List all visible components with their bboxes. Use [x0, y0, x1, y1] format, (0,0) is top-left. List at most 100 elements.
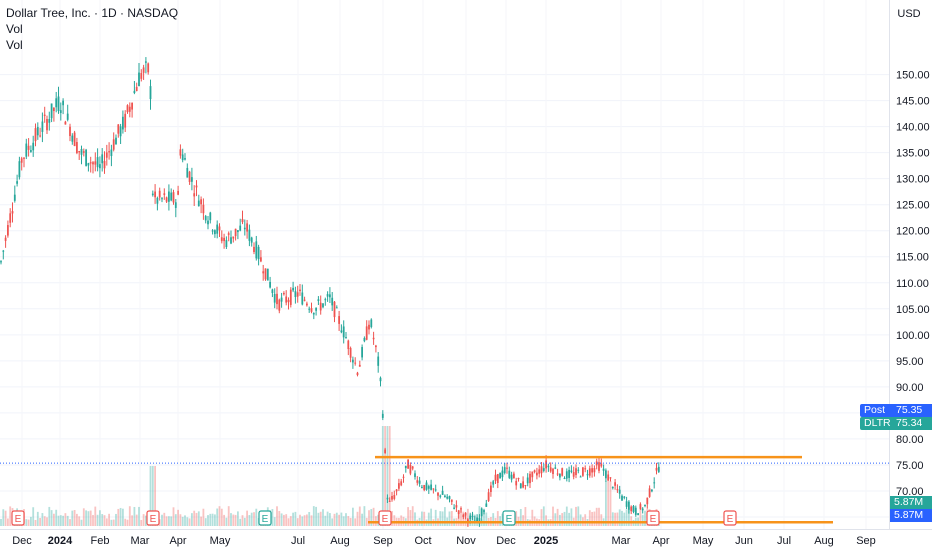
candle-body — [218, 226, 221, 231]
x-tick-label: 2024 — [48, 535, 73, 547]
symbol-title[interactable]: Dollar Tree, Inc. · 1D · NASDAQ — [6, 6, 179, 20]
candle-body — [179, 149, 182, 156]
volume-bar — [368, 510, 370, 526]
volume-bar — [400, 515, 403, 526]
earnings-marker-box — [502, 510, 516, 526]
currency-button[interactable]: USD — [897, 8, 921, 20]
earnings-marker[interactable]: E — [723, 510, 737, 526]
earnings-marker-label: E — [650, 514, 657, 525]
candle-body — [184, 158, 186, 160]
volume-legend-2[interactable]: Vol — [6, 38, 23, 52]
earnings-marker[interactable]: E — [258, 510, 272, 526]
candle-body — [264, 268, 267, 280]
volume-bar — [584, 514, 587, 526]
earnings-marker[interactable]: E — [502, 510, 516, 526]
volume-bar — [611, 512, 614, 526]
volume-bar — [625, 509, 628, 526]
ticker-label: DLTR — [860, 417, 892, 430]
volume-bar — [333, 513, 336, 526]
candle-body — [381, 413, 384, 418]
volume-bar — [423, 511, 426, 526]
candle-body — [135, 86, 138, 92]
volume-bar — [377, 514, 380, 526]
volume-bar — [441, 511, 444, 526]
volume-bar — [554, 513, 557, 526]
candle-body — [526, 477, 529, 484]
candle-body — [273, 293, 276, 303]
volume-bar — [177, 509, 179, 526]
volume-bar — [322, 509, 324, 526]
candle-body — [333, 301, 336, 318]
x-tick-label: Nov — [456, 535, 476, 547]
volume-bar — [460, 508, 462, 526]
candle-body — [508, 470, 511, 478]
volume-bar — [575, 506, 577, 526]
candle-body — [605, 470, 607, 479]
y-tick-label: 90.00 — [896, 382, 924, 394]
volume-bar — [342, 516, 345, 526]
candle-body — [494, 474, 497, 481]
candle-body — [172, 192, 175, 203]
candle-body — [368, 324, 370, 330]
volume-bar — [165, 516, 168, 526]
candle-body — [161, 198, 163, 200]
volume-bar — [310, 515, 313, 526]
candle-body — [575, 468, 577, 476]
candle-body — [269, 281, 271, 288]
candle-body — [207, 220, 209, 225]
earnings-marker[interactable]: E — [11, 510, 25, 526]
volume-bar — [280, 513, 283, 526]
earnings-marker[interactable]: E — [146, 510, 160, 526]
candle-body — [32, 142, 35, 151]
candle-body — [57, 96, 60, 111]
volume-bar — [211, 513, 214, 526]
candle-body — [188, 171, 191, 182]
y-tick-label: 115.00 — [896, 252, 929, 264]
earnings-marker-box — [11, 510, 25, 526]
candle-body — [648, 488, 651, 497]
earnings-marker[interactable]: E — [646, 510, 660, 526]
volume-bar — [101, 514, 104, 526]
candle-body — [586, 474, 589, 476]
volume-bar — [94, 506, 97, 526]
candle-body — [329, 294, 331, 298]
volume-bar — [570, 508, 573, 526]
volume-bar — [131, 515, 133, 526]
candle-body — [62, 100, 64, 106]
candle-body — [391, 495, 393, 500]
x-tick-label: May — [210, 535, 231, 547]
volume-bar — [0, 518, 2, 526]
volume-bar — [324, 515, 327, 526]
volume-bar — [312, 506, 315, 526]
earnings-marker[interactable]: E — [378, 510, 392, 526]
candle-body — [501, 470, 504, 478]
candle-body — [18, 161, 21, 178]
candle-body — [593, 468, 596, 473]
volume-bar — [253, 512, 255, 526]
candle-body — [308, 308, 311, 310]
candle-body — [423, 485, 426, 491]
y-tick-label: 110.00 — [896, 278, 929, 290]
x-tick-label: May — [693, 535, 714, 547]
volume-bar — [220, 508, 223, 526]
volume-bar — [193, 510, 196, 526]
y-tick-label: 150.00 — [896, 70, 930, 82]
volume-bar — [462, 511, 465, 526]
volume-bar — [565, 506, 568, 526]
volume-bar — [644, 510, 646, 526]
volume-bar — [618, 509, 621, 526]
volume-legend-1[interactable]: Vol — [6, 22, 23, 36]
candle-body — [531, 471, 534, 478]
candle-body — [283, 293, 285, 295]
candle-body — [549, 467, 552, 472]
x-tick-label: Jun — [735, 535, 753, 547]
volume-bar — [271, 509, 274, 526]
volume-bar — [331, 518, 334, 526]
candle-body — [195, 185, 198, 188]
candle-body — [630, 506, 633, 512]
volume-bar — [515, 511, 518, 526]
volume-bar — [439, 511, 442, 526]
candle-body — [43, 114, 46, 117]
